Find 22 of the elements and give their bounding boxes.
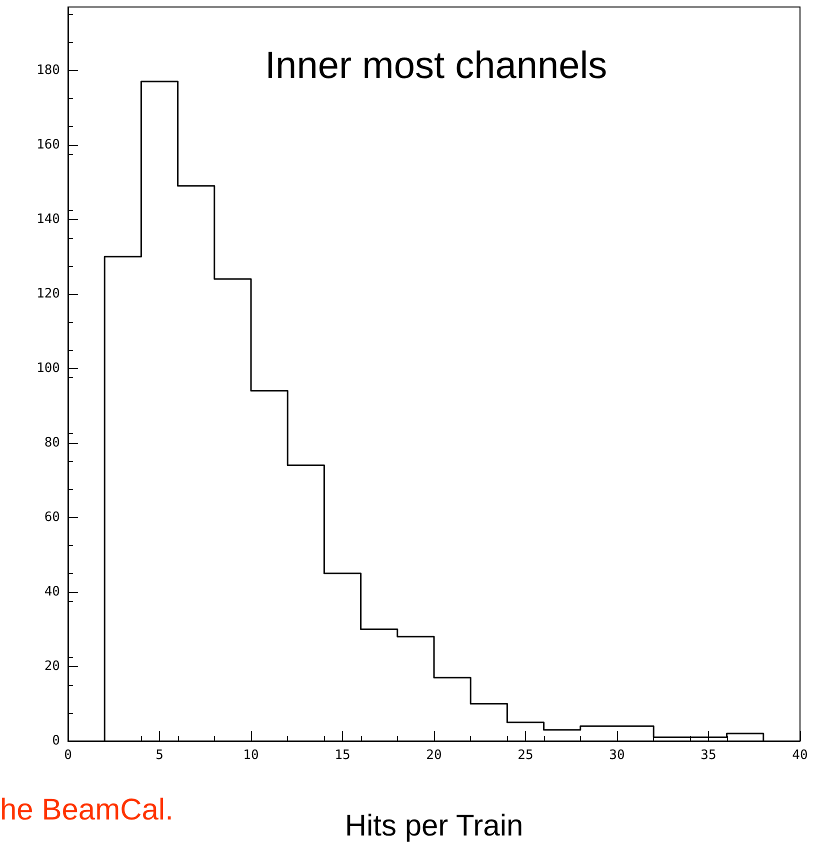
x-tick-label: 35	[700, 748, 716, 763]
y-tick-label: 100	[36, 360, 60, 376]
x-tick-label: 0	[64, 748, 72, 763]
x-tick-label: 15	[334, 748, 350, 763]
y-tick-label: 0	[52, 734, 60, 748]
x-tick-label: 20	[426, 748, 442, 763]
x-axis-title: Hits per Train	[344, 810, 524, 842]
y-tick-label: 60	[44, 510, 60, 525]
y-tick-label: 140	[36, 212, 60, 227]
x-tick-label: 40	[792, 748, 808, 763]
text: Inner most channels	[265, 45, 608, 87]
y-tick-label: 180	[36, 62, 60, 78]
y-tick-label: 80	[44, 435, 60, 450]
x-tick-label: 10	[243, 748, 259, 763]
y-tick-label: 120	[36, 286, 60, 302]
x-tick-label: 25	[518, 748, 534, 763]
x-tick-label: 30	[609, 748, 625, 763]
y-tick-label: 160	[36, 137, 60, 152]
y-tick-label: 20	[44, 658, 60, 674]
y-tick-label: 40	[44, 584, 60, 600]
text: he BeamCal.	[0, 794, 174, 826]
x-tick-label: 5	[156, 748, 164, 763]
